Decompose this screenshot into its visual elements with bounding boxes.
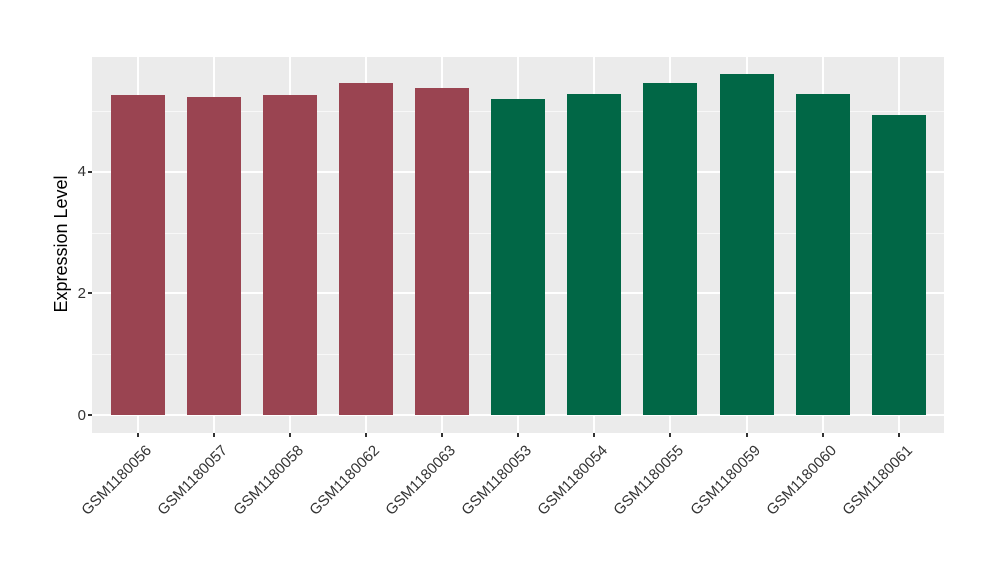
x-tick-mark — [593, 433, 596, 437]
bar-GSM1180056 — [110, 95, 165, 415]
x-tick-mark — [897, 433, 900, 437]
bar-GSM1180053 — [491, 99, 546, 415]
bar-GSM1180054 — [567, 94, 622, 415]
x-tick-mark — [136, 433, 139, 437]
y-tick-label: 2 — [77, 284, 86, 302]
plot-panel — [92, 57, 944, 433]
x-tick-mark — [821, 433, 824, 437]
y-tick-mark — [88, 292, 92, 295]
x-tick-mark — [441, 433, 444, 437]
gridline-horizontal-major — [92, 414, 944, 416]
bar-GSM1180055 — [643, 83, 698, 415]
x-tick-mark — [212, 433, 215, 437]
y-tick-label: 0 — [77, 406, 86, 424]
x-tick-mark — [288, 433, 291, 437]
y-tick-mark — [88, 414, 92, 416]
bar-GSM1180061 — [871, 115, 926, 415]
bar-GSM1180058 — [262, 95, 317, 415]
x-tick-mark — [365, 433, 367, 437]
bar-GSM1180062 — [339, 83, 393, 415]
x-tick-mark — [517, 433, 520, 437]
y-tick-label: 4 — [77, 163, 86, 181]
bar-GSM1180063 — [415, 88, 470, 415]
x-tick-mark — [669, 433, 672, 437]
bar-GSM1180059 — [719, 73, 774, 415]
bar-GSM1180060 — [795, 93, 850, 415]
y-tick-mark — [88, 170, 92, 173]
bar-GSM1180057 — [186, 96, 241, 415]
x-tick-mark — [745, 433, 748, 437]
